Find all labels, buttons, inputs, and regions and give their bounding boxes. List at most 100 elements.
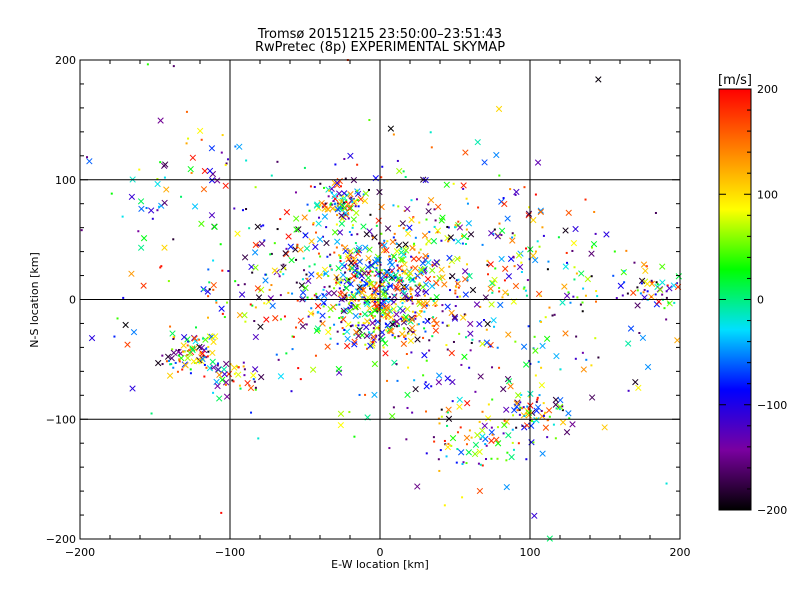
- data-point-dot: [404, 337, 407, 340]
- data-point-dot: [506, 451, 509, 454]
- data-point-dot: [343, 328, 346, 331]
- data-point-cross: [424, 275, 432, 283]
- data-point-dot: [373, 300, 376, 303]
- data-point-dot: [440, 239, 443, 242]
- data-point-dot: [338, 294, 341, 297]
- data-point-dot: [479, 305, 482, 308]
- data-point-dot: [667, 301, 670, 304]
- data-point-cross: [407, 337, 415, 344]
- data-point-cross: [244, 379, 251, 387]
- data-point-dot: [441, 321, 444, 324]
- data-point-dot: [427, 203, 430, 206]
- data-point-dot: [665, 482, 668, 485]
- data-point-dot: [661, 293, 664, 296]
- data-point-cross: [384, 311, 391, 319]
- data-point-dot: [226, 301, 229, 304]
- data-point-cross: [344, 342, 351, 350]
- data-point-dot: [341, 327, 344, 330]
- data-point-dot: [536, 396, 539, 399]
- data-point-dot: [339, 277, 342, 280]
- data-point-dot: [333, 208, 336, 211]
- data-point-dot: [414, 277, 417, 280]
- data-point-dot: [340, 281, 343, 284]
- data-point-dot: [384, 322, 387, 325]
- data-point-cross: [148, 207, 155, 214]
- data-point-cross: [340, 307, 347, 315]
- data-point-dot: [382, 346, 385, 349]
- data-point-dot: [413, 379, 416, 382]
- data-point-cross: [335, 365, 342, 373]
- data-point-dot: [461, 496, 464, 499]
- data-point-dot: [348, 196, 351, 199]
- data-point-dot: [137, 230, 140, 233]
- data-point-cross: [209, 349, 216, 357]
- data-point-dot: [636, 289, 639, 292]
- data-point-dot: [642, 291, 645, 294]
- data-point-cross: [365, 274, 372, 282]
- data-point-dot: [555, 407, 558, 410]
- data-point-dot: [359, 313, 362, 316]
- data-point-cross: [428, 283, 436, 290]
- data-point-cross: [363, 332, 371, 340]
- data-point-dot: [479, 463, 482, 466]
- data-point-dot: [195, 326, 198, 329]
- data-point-cross: [211, 223, 218, 230]
- data-point-dot: [404, 272, 407, 275]
- data-point-dot: [206, 355, 209, 358]
- data-point-cross: [461, 353, 468, 360]
- data-point-dot: [172, 65, 175, 68]
- data-point-dot: [466, 279, 469, 282]
- data-point-cross: [366, 280, 373, 288]
- data-point-cross: [584, 275, 591, 283]
- data-point-dot: [527, 408, 530, 411]
- data-point-dot: [354, 242, 357, 245]
- data-point-cross: [528, 422, 535, 429]
- data-point-dot: [446, 424, 449, 427]
- data-point-dot: [532, 420, 535, 423]
- data-point-cross: [299, 323, 307, 330]
- data-point-dot: [548, 306, 551, 309]
- data-point-dot: [533, 335, 536, 338]
- data-point-dot: [347, 302, 350, 305]
- data-point-dot: [527, 325, 530, 328]
- data-point-dot: [596, 295, 599, 298]
- data-point-dot: [525, 458, 528, 461]
- data-point-dot: [278, 275, 281, 278]
- data-point-dot: [252, 378, 255, 381]
- data-point-cross: [462, 149, 469, 156]
- data-point-cross: [481, 422, 488, 429]
- data-point-dot: [581, 301, 584, 304]
- data-point-cross: [534, 404, 542, 411]
- data-point-cross: [556, 403, 564, 410]
- data-point-cross: [447, 234, 455, 241]
- data-point-dot: [356, 275, 359, 278]
- data-point-cross: [288, 256, 295, 264]
- data-point-dot: [481, 410, 484, 413]
- data-point-dot: [409, 290, 412, 293]
- data-point-dot: [487, 273, 490, 276]
- data-point-dot: [585, 358, 588, 361]
- data-point-cross: [351, 338, 358, 345]
- data-point-dot: [315, 296, 318, 299]
- data-point-cross: [140, 235, 148, 242]
- data-point-cross: [302, 232, 309, 239]
- data-point-dot: [430, 385, 433, 388]
- data-point-dot: [367, 188, 370, 191]
- data-point-dot: [412, 278, 415, 281]
- data-point-dot: [465, 228, 468, 231]
- data-point-cross: [423, 383, 430, 390]
- data-point-cross: [659, 263, 666, 270]
- data-point-dot: [335, 223, 338, 226]
- data-point-cross: [252, 333, 259, 341]
- data-point-cross: [359, 266, 366, 273]
- data-point-cross: [331, 229, 339, 236]
- data-point-dot: [417, 323, 420, 326]
- data-point-cross: [137, 198, 145, 205]
- data-point-dot: [454, 305, 457, 308]
- data-point-cross: [138, 205, 145, 213]
- data-point-dot: [207, 268, 210, 271]
- data-point-dot: [279, 318, 282, 321]
- data-point-dot: [645, 265, 648, 268]
- data-point-cross: [409, 316, 416, 323]
- data-point-cross: [430, 238, 438, 245]
